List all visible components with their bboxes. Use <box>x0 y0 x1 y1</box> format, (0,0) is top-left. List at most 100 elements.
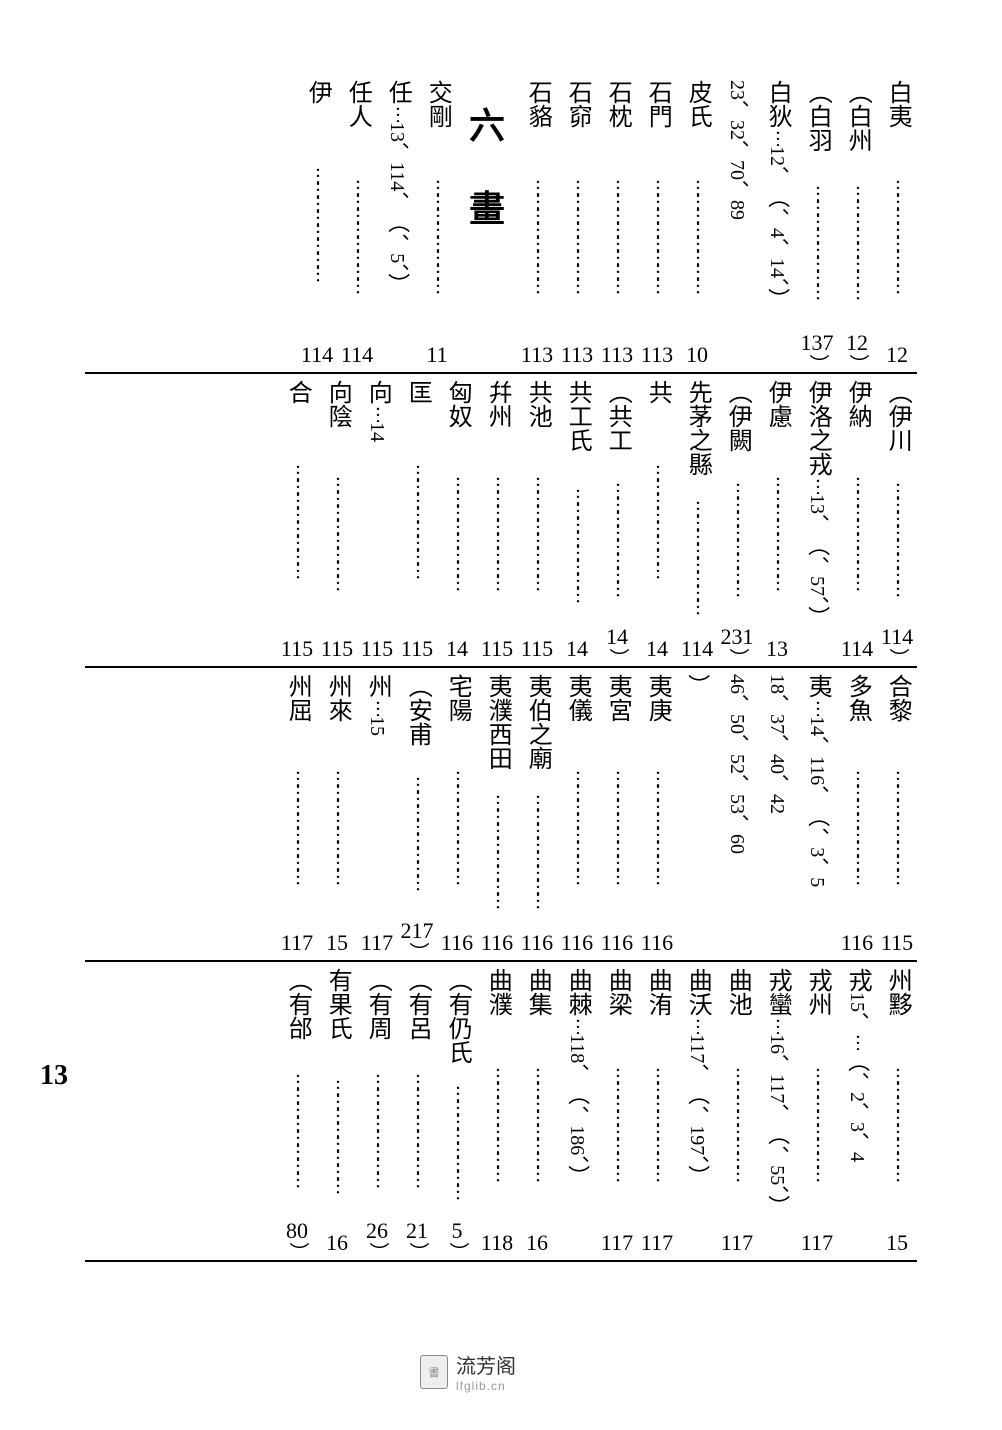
entry-term: 曲濮 <box>484 968 510 1016</box>
index-section: 合黎︙︙︙︙︙︙︙︙115多魚︙︙︙︙︙︙︙︙116夷︙14、116、︵、3、5… <box>85 674 917 962</box>
entry-term: 曲集 <box>524 968 550 1016</box>
entry-page: 12 <box>886 342 908 368</box>
index-entry: 夷儀︙︙︙︙︙︙︙︙116 <box>557 674 597 956</box>
index-entry: 夷︙14、116、︵、3、5 <box>797 674 837 956</box>
index-entry: 有果氏︙︙︙︙︙︙︙︙16 <box>317 968 357 1256</box>
bracket-close: ︶ <box>369 1242 385 1256</box>
index-entry: 曲池︙︙︙︙︙︙︙︙117 <box>717 968 757 1256</box>
entry-page: 116 <box>481 930 513 956</box>
entry-term: 幷州 <box>484 380 510 428</box>
entry-page: 15、 <box>845 992 869 1032</box>
index-entry: 46、50、52、53、60 <box>717 674 757 956</box>
leader-dots: ︙︙︙︙︙︙︙︙ <box>528 770 546 930</box>
leader-dots: ︙ <box>368 404 386 422</box>
index-entry: 曲濮︙︙︙︙︙︙︙︙118 <box>477 968 517 1256</box>
entry-page: 115 <box>521 636 553 662</box>
footer-cn: 流芳阁 <box>456 1350 516 1379</box>
entry-page: 114 <box>341 342 373 368</box>
leader-dots: ︙︙︙︙︙︙︙︙ <box>428 128 446 342</box>
entry-page: 115 <box>481 636 513 662</box>
index-entry: 石門︙︙︙︙︙︙︙︙113 <box>637 80 677 368</box>
entry-page: 117 <box>641 1230 673 1256</box>
leader-dots: ︙︙︙︙︙︙︙︙ <box>568 722 586 930</box>
index-entry: 州黟︙︙︙︙︙︙︙︙15 <box>877 968 917 1256</box>
entry-page: 26 <box>366 1218 388 1244</box>
leader-dots: ︙︙︙︙︙︙︙︙ <box>528 428 546 636</box>
index-entry: 匈奴︙︙︙︙︙︙︙︙14 <box>437 380 477 662</box>
entry-term: 州 <box>364 674 390 698</box>
index-entry: 向︙14115 <box>357 380 397 662</box>
index-entry: ︵白羽︙︙︙︙︙︙︙︙137︶ <box>797 80 837 368</box>
bracket-close: ︶ <box>409 942 425 956</box>
entry-page: 11 <box>426 342 447 368</box>
bracket-close: ︶ <box>449 1242 465 1256</box>
page-number: 13 <box>40 1060 68 1092</box>
entry-term: 夷濮西田 <box>484 674 510 770</box>
leader-dots: ︙︙︙︙︙︙︙︙ <box>528 128 546 342</box>
bracket-close: ︶ <box>289 1242 305 1256</box>
index-entry: 夷濮西田︙︙︙︙︙︙︙︙116 <box>477 674 517 956</box>
index-entry: ︵有呂︙︙︙︙︙︙︙︙21︶ <box>397 968 437 1256</box>
page-number-run: 117、︵、197、︶ <box>685 1034 709 1187</box>
leader-dots: ︙︙︙︙︙︙︙︙ <box>488 428 506 636</box>
entry-page: 80 <box>286 1218 308 1244</box>
entry-term: 伊闕 <box>724 404 750 452</box>
entry-term: 白州 <box>844 104 870 152</box>
entry-term: 宅陽 <box>444 674 470 722</box>
entry-term: 共工氏 <box>564 380 590 452</box>
leader-dots: ︙ <box>388 104 406 122</box>
index-entry: ︶ <box>677 674 717 956</box>
leader-dots: ︙︙︙︙︙︙︙︙ <box>688 128 706 342</box>
index-entry: 伊︙︙︙︙︙︙︙︙114 <box>297 80 337 368</box>
entry-page: 116 <box>641 930 673 956</box>
index-entry: 交剛︙︙︙︙︙︙︙︙11 <box>417 80 457 368</box>
index-entry: ︵有仍氏︙︙︙︙︙︙︙︙5︶ <box>437 968 477 1256</box>
leader-dots: ︙︙︙︙︙︙︙︙ <box>848 428 866 636</box>
leader-dots: ︙ <box>768 128 786 146</box>
leader-dots: ︙︙︙︙︙︙︙︙ <box>808 152 826 330</box>
page-number-run: 12、︵、4、14、︶ <box>765 146 789 310</box>
index-entry: 白夷︙︙︙︙︙︙︙︙12 <box>877 80 917 368</box>
index-entry: 石窌︙︙︙︙︙︙︙︙113 <box>557 80 597 368</box>
logo-icon: 書 <box>420 1355 448 1389</box>
leader-dots: ︙ <box>768 1016 786 1034</box>
entry-term: 向陰 <box>324 380 350 428</box>
index-entry: 23、32、70、89 <box>717 80 757 368</box>
index-entry: 白狄︙12、︵、4、14、︶ <box>757 80 797 368</box>
page-number-run: 13、114、︵、5、︶ <box>385 122 409 295</box>
entry-term: 共池 <box>524 380 550 428</box>
leader-dots: ︙ <box>688 1016 706 1034</box>
leader-dots: ︙︙︙︙︙︙︙︙ <box>608 452 626 624</box>
entry-term: 任 <box>384 80 410 104</box>
bracket-open: ︵ <box>604 380 630 404</box>
bracket-close: ︶ <box>849 354 865 368</box>
entry-term: 任人 <box>344 80 370 128</box>
leader-dots: ︙︙︙︙︙︙︙︙ <box>888 1016 906 1230</box>
index-entry: ︵有周︙︙︙︙︙︙︙︙26︶ <box>357 968 397 1256</box>
index-entry: 幷州︙︙︙︙︙︙︙︙115 <box>477 380 517 662</box>
entry-page: 113 <box>641 342 673 368</box>
entry-page: 117 <box>721 1230 753 1256</box>
entry-page: 115 <box>321 636 353 662</box>
leader-dots: ︙ <box>808 698 826 716</box>
index-entry: 曲梁︙︙︙︙︙︙︙︙117 <box>597 968 637 1256</box>
page-number-run: 46、50、52、53、60 <box>725 674 749 854</box>
entry-page: 117 <box>801 1230 833 1256</box>
leader-dots: ︙︙︙︙︙︙︙︙ <box>328 722 346 930</box>
leader-dots: ︙︙︙︙︙︙︙︙ <box>648 404 666 636</box>
leader-dots: ︙︙︙︙︙︙︙︙ <box>408 404 426 636</box>
entry-page: 115 <box>881 930 913 956</box>
entry-term: 向 <box>364 380 390 404</box>
bracket-close: ︶ <box>729 648 745 662</box>
entry-term: 石窌 <box>564 80 590 128</box>
entry-term: 夷宮 <box>604 674 630 722</box>
leader-dots: ︙︙︙︙︙︙︙︙ <box>288 1040 306 1218</box>
entry-term: 夷伯之廟 <box>524 674 550 770</box>
index-entry: 夷宮︙︙︙︙︙︙︙︙116 <box>597 674 637 956</box>
index-entry: 多魚︙︙︙︙︙︙︙︙116 <box>837 674 877 956</box>
page-number-run: 14 <box>365 422 389 442</box>
index-entry: 皮氏︙︙︙︙︙︙︙︙10 <box>677 80 717 368</box>
entry-term: 共工 <box>604 404 630 452</box>
page-number-run: 16、117、︵、55、︶ <box>765 1034 789 1217</box>
index-entry: ︵安甫︙︙︙︙︙︙︙︙217︶ <box>397 674 437 956</box>
